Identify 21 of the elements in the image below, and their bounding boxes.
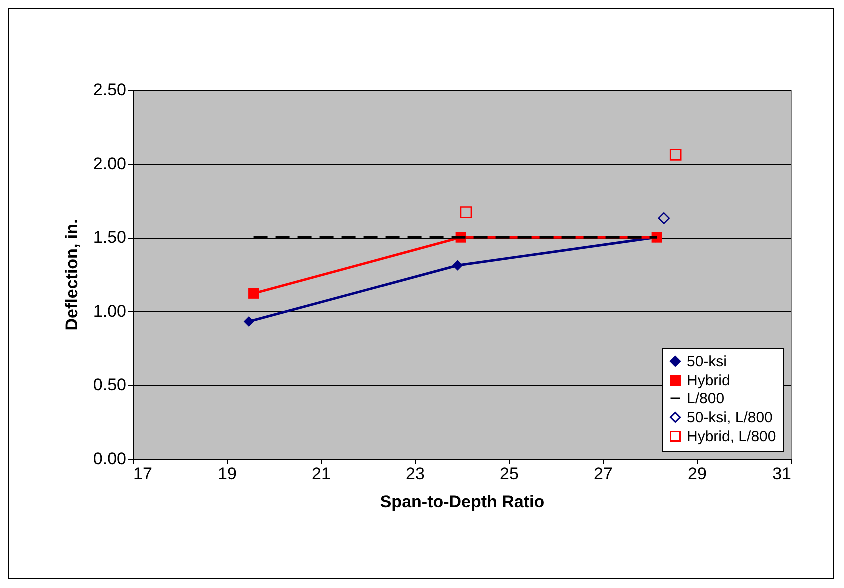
legend-label: Hybrid, L/800 [687,428,776,446]
legend-label: 50-ksi, L/800 [687,410,773,426]
y-axis-title: Deflection, in. [62,219,82,331]
legend-label: 50-ksi [687,354,728,370]
y-tick-label: 2.00 [93,154,126,174]
x-axis-title: Span-to-Depth Ratio [380,492,545,512]
x-tick-label: 21 [312,464,331,484]
y-tick-label: 0.00 [93,450,126,468]
legend-label: Hybrid [687,372,730,390]
x-tick-label: 29 [688,464,707,484]
x-tick-label: 17 [134,464,152,484]
y-tick-label: 1.00 [93,302,126,321]
x-tick-label: 27 [594,464,613,484]
y-tick-label: 1.50 [93,228,126,248]
y-tick-label: 2.50 [93,80,126,100]
y-tick-label: 0.50 [93,376,126,395]
x-tick-label: 19 [218,464,237,484]
legend-label: L/800 [687,390,725,408]
x-tick-label: 31 [772,464,792,484]
x-tick-label: 23 [406,464,425,484]
x-tick-label: 25 [500,464,519,484]
